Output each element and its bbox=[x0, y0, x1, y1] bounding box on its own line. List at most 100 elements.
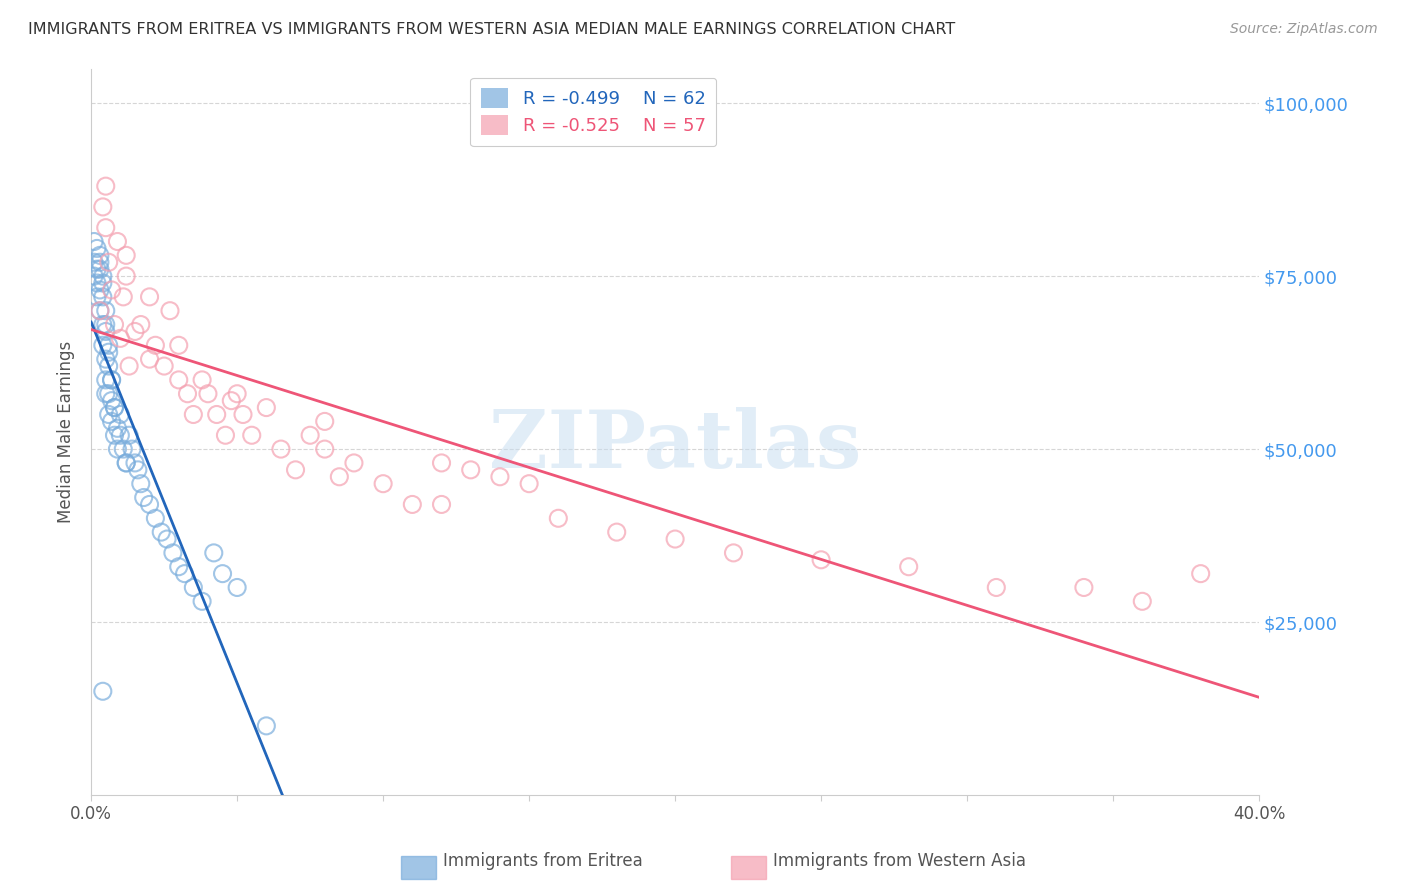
Point bbox=[112, 442, 135, 456]
Point bbox=[167, 559, 190, 574]
Point bbox=[430, 456, 453, 470]
Point bbox=[100, 283, 122, 297]
Point bbox=[145, 338, 167, 352]
Point bbox=[89, 303, 111, 318]
Point bbox=[107, 235, 129, 249]
Point bbox=[460, 463, 482, 477]
Y-axis label: Median Male Earnings: Median Male Earnings bbox=[58, 341, 75, 523]
Point bbox=[91, 200, 114, 214]
Point bbox=[91, 684, 114, 698]
Point bbox=[129, 318, 152, 332]
Point bbox=[94, 325, 117, 339]
Point bbox=[100, 393, 122, 408]
Text: Immigrants from Eritrea: Immigrants from Eritrea bbox=[443, 852, 643, 870]
Point bbox=[240, 428, 263, 442]
Point bbox=[270, 442, 292, 456]
Point bbox=[91, 318, 114, 332]
Point bbox=[191, 594, 214, 608]
Point bbox=[91, 338, 114, 352]
Point bbox=[232, 408, 254, 422]
Point bbox=[97, 338, 120, 352]
Point bbox=[254, 719, 277, 733]
Point bbox=[159, 303, 181, 318]
Point bbox=[91, 276, 114, 290]
Point bbox=[191, 373, 214, 387]
Text: IMMIGRANTS FROM ERITREA VS IMMIGRANTS FROM WESTERN ASIA MEDIAN MALE EARNINGS COR: IMMIGRANTS FROM ERITREA VS IMMIGRANTS FR… bbox=[28, 22, 955, 37]
Point bbox=[284, 463, 307, 477]
Point bbox=[107, 421, 129, 435]
Point bbox=[100, 373, 122, 387]
Point bbox=[221, 393, 243, 408]
Point bbox=[94, 373, 117, 387]
Point bbox=[226, 581, 249, 595]
Point bbox=[517, 476, 540, 491]
Point bbox=[83, 269, 105, 284]
Point bbox=[167, 373, 190, 387]
Point bbox=[115, 248, 138, 262]
Point bbox=[97, 255, 120, 269]
Point bbox=[127, 463, 149, 477]
Point bbox=[89, 248, 111, 262]
Point bbox=[664, 532, 686, 546]
Point bbox=[1189, 566, 1212, 581]
Point bbox=[314, 442, 336, 456]
Point bbox=[138, 352, 160, 367]
Point bbox=[176, 386, 198, 401]
Point bbox=[156, 532, 179, 546]
Point bbox=[94, 352, 117, 367]
Point bbox=[97, 386, 120, 401]
Point bbox=[167, 338, 190, 352]
Point bbox=[401, 498, 423, 512]
Point bbox=[489, 469, 512, 483]
Point bbox=[89, 262, 111, 277]
Point bbox=[1130, 594, 1153, 608]
Point bbox=[723, 546, 745, 560]
Point bbox=[97, 408, 120, 422]
Point bbox=[103, 401, 125, 415]
Point bbox=[118, 359, 141, 373]
Point bbox=[89, 303, 111, 318]
Point bbox=[205, 408, 228, 422]
Point bbox=[138, 498, 160, 512]
Point bbox=[86, 262, 108, 277]
Point bbox=[254, 401, 277, 415]
Point bbox=[97, 359, 120, 373]
Point bbox=[211, 566, 233, 581]
Point bbox=[91, 269, 114, 284]
Point bbox=[100, 373, 122, 387]
Point bbox=[343, 456, 366, 470]
Point bbox=[810, 553, 832, 567]
Point bbox=[83, 235, 105, 249]
Point bbox=[94, 318, 117, 332]
Legend: R = -0.499    N = 62, R = -0.525    N = 57: R = -0.499 N = 62, R = -0.525 N = 57 bbox=[470, 78, 717, 146]
Text: Immigrants from Western Asia: Immigrants from Western Asia bbox=[773, 852, 1026, 870]
Point bbox=[94, 386, 117, 401]
Point bbox=[94, 220, 117, 235]
Point bbox=[110, 331, 132, 345]
Point bbox=[110, 428, 132, 442]
Point bbox=[132, 491, 155, 505]
Point bbox=[1073, 581, 1095, 595]
Point bbox=[110, 408, 132, 422]
Point bbox=[183, 581, 205, 595]
Text: Source: ZipAtlas.com: Source: ZipAtlas.com bbox=[1230, 22, 1378, 37]
Point bbox=[299, 428, 322, 442]
Point bbox=[145, 511, 167, 525]
Point bbox=[86, 276, 108, 290]
Point bbox=[118, 428, 141, 442]
Point bbox=[115, 456, 138, 470]
Point bbox=[183, 408, 205, 422]
Point bbox=[153, 359, 176, 373]
Point bbox=[124, 456, 146, 470]
Point bbox=[121, 442, 143, 456]
Point bbox=[112, 290, 135, 304]
Point bbox=[103, 318, 125, 332]
Point bbox=[897, 559, 920, 574]
Point bbox=[328, 469, 350, 483]
Point bbox=[124, 325, 146, 339]
Point bbox=[547, 511, 569, 525]
Point bbox=[197, 386, 219, 401]
Point bbox=[94, 303, 117, 318]
Point bbox=[129, 476, 152, 491]
Point bbox=[89, 255, 111, 269]
